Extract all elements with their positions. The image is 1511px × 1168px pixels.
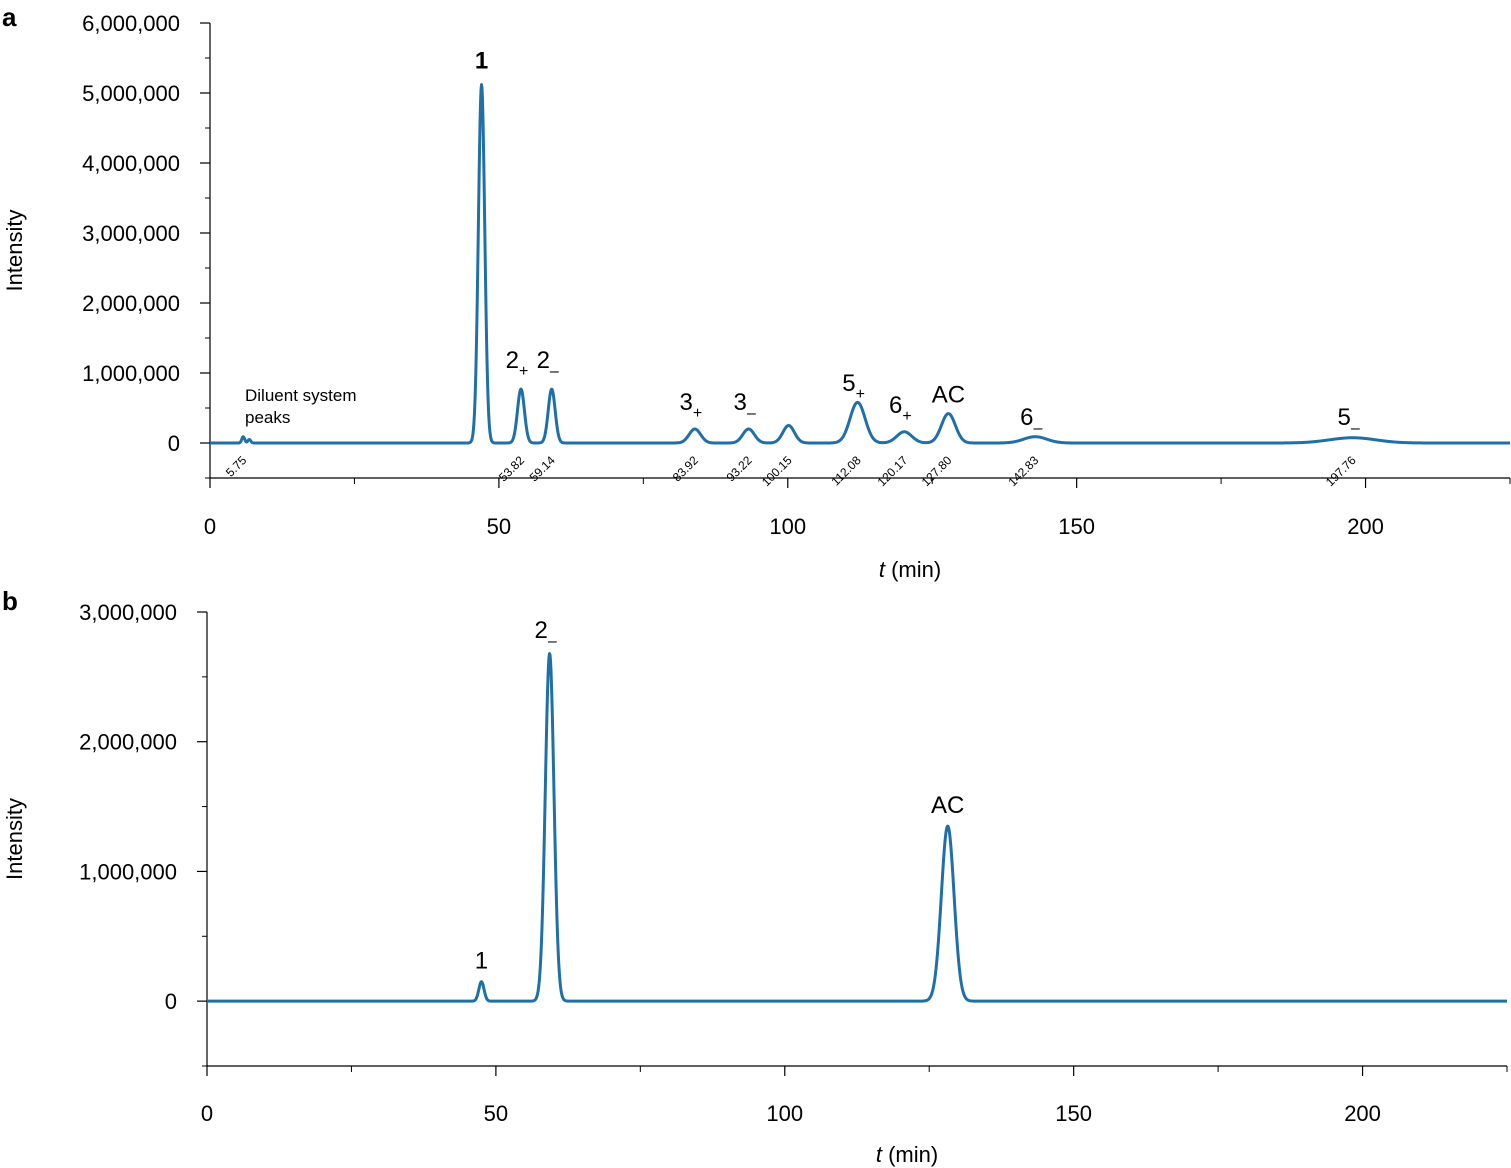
peak-label-main: 3 xyxy=(733,389,746,416)
panel-b: 0 1,000,000 2,000,000 3,000,000 0 50 100 150 200… xyxy=(2,600,1508,1167)
retention-time-label: 127.80 xyxy=(919,453,955,489)
peak-label: 3+ xyxy=(680,389,703,422)
x-axis-title-variable: t xyxy=(876,1142,883,1167)
peak-label: 5+ xyxy=(842,370,865,403)
y-tick-label: 2,000,000 xyxy=(79,730,177,755)
retention-time-label: 53.82 xyxy=(496,453,527,484)
peak-label-subscript: – xyxy=(1033,420,1042,437)
chromatogram-trace xyxy=(206,652,1508,1003)
y-axis-title: Intensity xyxy=(2,210,27,292)
x-axis-title-variable: t xyxy=(879,557,886,582)
peak-label: AC xyxy=(932,381,965,408)
y-tick-label: 4,000,000 xyxy=(82,151,180,176)
peak-label-main: 6 xyxy=(889,392,902,419)
peak-label: 1 xyxy=(475,948,488,975)
retention-time-label: 197.76 xyxy=(1323,453,1359,489)
x-tick-label: 100 xyxy=(769,514,806,539)
retention-time-label: 120.17 xyxy=(875,453,911,489)
peak-label: 6+ xyxy=(889,392,912,425)
x-tick-label: 50 xyxy=(487,514,511,539)
x-axis-title: t (min) xyxy=(879,557,941,582)
x-tick-label: 50 xyxy=(484,1101,508,1126)
y-tick-label: 0 xyxy=(168,431,180,456)
y-tick-label: 6,000,000 xyxy=(82,11,180,36)
peak-label-main: 6 xyxy=(1020,404,1033,431)
diluent-annotation-line: peaks xyxy=(245,408,290,427)
peak-label-subscript: – xyxy=(550,363,559,380)
y-tick-label: 1,000,000 xyxy=(79,859,177,884)
retention-time-label: 83.92 xyxy=(670,453,701,484)
panel-b-letter: b xyxy=(2,586,18,616)
y-tick-label: 2,000,000 xyxy=(82,291,180,316)
peak-label: 2+ xyxy=(506,347,529,380)
peak-label-main: 1 xyxy=(475,48,488,75)
peak-label: 2– xyxy=(534,617,556,650)
peak-label-subscript: – xyxy=(548,633,557,650)
peak-label-main: 1 xyxy=(475,948,488,975)
diluent-annotation-line: Diluent system xyxy=(245,386,356,405)
retention-time-label: 59.14 xyxy=(527,453,558,484)
y-tick-label: 5,000,000 xyxy=(82,81,180,106)
x-tick-label: 0 xyxy=(201,1101,213,1126)
y-tick-label: 0 xyxy=(165,989,177,1014)
peak-label-main: AC xyxy=(931,792,964,819)
retention-time-label: 142.83 xyxy=(1006,453,1042,489)
x-tick-label: 200 xyxy=(1347,514,1384,539)
peak-label-subscript: + xyxy=(856,386,865,403)
peak-label-main: 3 xyxy=(680,389,693,416)
peak-label-subscript: – xyxy=(1351,420,1360,437)
x-tick-label: 0 xyxy=(204,514,216,539)
peak-label-main: 2 xyxy=(534,617,547,644)
peak-label: 1 xyxy=(475,48,488,75)
x-axis-title-unit: (min) xyxy=(885,557,941,582)
x-tick-label: 150 xyxy=(1055,1101,1092,1126)
x-tick-label: 150 xyxy=(1058,514,1095,539)
peak-label-subscript: + xyxy=(519,363,528,380)
chromatogram-trace xyxy=(209,83,1511,445)
peak-label: 3– xyxy=(733,389,755,422)
retention-time-label: 93.22 xyxy=(724,453,755,484)
peak-label-main: 2 xyxy=(506,347,519,374)
peak-label: 2– xyxy=(537,347,559,380)
panel-a: 0 1,000,000 2,000,000 3,000,000 4,000,000 5,0… xyxy=(2,11,1511,582)
retention-time-label: 5.75 xyxy=(223,453,250,480)
peak-label-subscript: + xyxy=(902,408,911,425)
x-axis-title-unit: (min) xyxy=(882,1142,938,1167)
retention-time-label: 100.15 xyxy=(759,453,795,489)
x-axis-title: t (min) xyxy=(876,1142,938,1167)
x-tick-label: 100 xyxy=(766,1101,803,1126)
y-tick-label: 1,000,000 xyxy=(82,361,180,386)
peak-label: AC xyxy=(931,792,964,819)
peak-label-subscript: – xyxy=(747,405,756,422)
peak-label: 6– xyxy=(1020,404,1042,437)
peak-label-main: AC xyxy=(932,381,965,408)
peak-label: 5– xyxy=(1337,404,1359,437)
y-tick-label: 3,000,000 xyxy=(82,221,180,246)
retention-time-label: 112.08 xyxy=(828,453,863,488)
x-tick-label: 200 xyxy=(1344,1101,1381,1126)
peak-label-subscript: + xyxy=(693,405,702,422)
peak-label-main: 5 xyxy=(1337,404,1350,431)
peak-label-main: 2 xyxy=(537,347,550,374)
y-tick-label: 3,000,000 xyxy=(79,600,177,625)
panel-a-letter: a xyxy=(2,2,17,32)
peak-label-main: 5 xyxy=(842,370,855,397)
y-axis-title: Intensity xyxy=(2,798,27,880)
